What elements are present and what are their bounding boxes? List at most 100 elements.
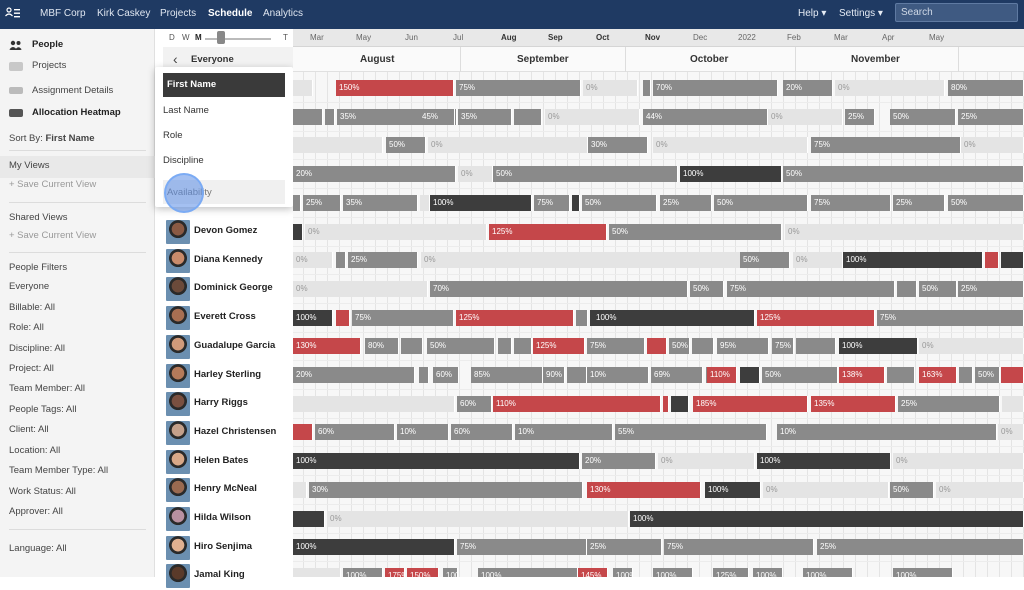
allocation-bar[interactable]: [985, 252, 999, 269]
allocation-bar[interactable]: [514, 108, 542, 125]
allocation-bar[interactable]: [336, 309, 350, 326]
allocation-bar[interactable]: 0%: [458, 166, 493, 183]
allocation-bar[interactable]: 50%: [975, 367, 1000, 383]
allocation-bar[interactable]: 75%: [352, 309, 454, 326]
allocation-bar[interactable]: 110%: [493, 395, 661, 412]
allocation-bar[interactable]: 10%: [777, 424, 997, 441]
allocation-bar[interactable]: [293, 481, 307, 498]
allocation-bar[interactable]: 50%: [493, 166, 678, 183]
person-name[interactable]: Hazel Christensen: [194, 425, 277, 437]
sidebar-item-people[interactable]: People: [32, 39, 64, 50]
allocation-bar[interactable]: 80%: [948, 80, 1024, 96]
save-current-view-link[interactable]: + Save Current View: [9, 179, 97, 190]
nav-mbf-corp[interactable]: MBF Corp: [40, 8, 86, 19]
allocation-bar[interactable]: 0%: [998, 424, 1024, 441]
allocation-bar[interactable]: [293, 223, 303, 240]
allocation-bar[interactable]: 100%: [293, 453, 580, 470]
allocation-bar[interactable]: 125%: [456, 309, 574, 326]
allocation-bar[interactable]: 80%: [365, 338, 399, 355]
allocation-bar[interactable]: 60%: [457, 395, 492, 412]
allocation-bar[interactable]: 75%: [664, 539, 814, 556]
allocation-bar[interactable]: [576, 309, 588, 326]
sidebar-item-projects[interactable]: Projects: [32, 60, 67, 71]
filter-location[interactable]: Location: All: [9, 445, 61, 456]
allocation-bar[interactable]: 100%: [293, 309, 333, 326]
allocation-bar[interactable]: [796, 338, 836, 355]
allocation-bar[interactable]: [647, 338, 667, 355]
person-name[interactable]: Harry Riggs: [194, 397, 248, 409]
allocation-bar[interactable]: [419, 367, 429, 383]
allocation-bar[interactable]: 0%: [293, 252, 333, 269]
person-row[interactable]: Jamal King: [163, 562, 293, 590]
allocation-bar[interactable]: 135%: [811, 395, 896, 412]
nav-projects[interactable]: Projects: [160, 8, 197, 19]
allocation-bar[interactable]: 20%: [293, 367, 415, 383]
person-row[interactable]: Hilda Wilson: [163, 505, 293, 533]
person-name[interactable]: Harley Sterling: [194, 368, 262, 380]
back-chevron-icon[interactable]: ‹: [173, 51, 178, 67]
allocation-bar[interactable]: [692, 338, 714, 355]
zoom-day[interactable]: D: [169, 33, 175, 42]
person-name[interactable]: Jamal King: [194, 569, 245, 581]
person-row[interactable]: Diana Kennedy: [163, 247, 293, 275]
person-name[interactable]: Henry McNeal: [194, 483, 257, 495]
allocation-bar[interactable]: 0%: [653, 137, 808, 154]
allocation-bar[interactable]: 50%: [919, 280, 957, 297]
allocation-bar[interactable]: [663, 395, 669, 412]
allocation-bar[interactable]: 0%: [793, 252, 843, 269]
allocation-bar[interactable]: [1002, 395, 1024, 412]
allocation-bar[interactable]: 55%: [615, 424, 767, 441]
allocation-bar[interactable]: 25%: [958, 280, 1024, 297]
allocation-bar[interactable]: 70%: [430, 280, 688, 297]
allocation-bar[interactable]: 100%: [478, 567, 578, 577]
save-shared-view-link[interactable]: + Save Current View: [9, 230, 97, 241]
allocation-bar[interactable]: [293, 80, 313, 96]
allocation-bar[interactable]: 0%: [893, 453, 1024, 470]
allocation-bar[interactable]: 25%: [898, 395, 1000, 412]
allocation-bar[interactable]: 100%: [839, 338, 918, 355]
allocation-bar[interactable]: 50%: [948, 194, 1024, 211]
allocation-bar[interactable]: 163%: [919, 367, 957, 383]
sort-option-discipline[interactable]: Discipline: [163, 155, 204, 166]
allocation-bar[interactable]: [293, 395, 455, 412]
filter-team-member-type[interactable]: Team Member Type: All: [9, 465, 109, 476]
sort-by-value[interactable]: First Name: [45, 133, 95, 144]
allocation-bar[interactable]: [336, 252, 346, 269]
allocation-bar[interactable]: 100%: [430, 194, 532, 211]
allocation-bar[interactable]: 50%: [427, 338, 495, 355]
allocation-bar[interactable]: 50%: [783, 166, 1024, 183]
people-logo-icon[interactable]: [5, 7, 21, 21]
allocation-bar[interactable]: 0%: [936, 481, 1024, 498]
allocation-bar[interactable]: 125%: [489, 223, 607, 240]
filter-everyone[interactable]: Everyone: [9, 281, 50, 292]
allocation-bar[interactable]: 75%: [457, 539, 587, 556]
person-name[interactable]: Helen Bates: [194, 454, 249, 466]
allocation-bar[interactable]: 0%: [919, 338, 1024, 355]
allocation-bar[interactable]: 20%: [783, 80, 833, 96]
allocation-bar[interactable]: 75%: [727, 280, 895, 297]
allocation-bar[interactable]: [293, 510, 325, 527]
allocation-bar[interactable]: [643, 80, 651, 96]
nav-analytics[interactable]: Analytics: [263, 8, 304, 19]
allocation-bar[interactable]: 70%: [653, 80, 778, 96]
person-row[interactable]: Harry Riggs: [163, 390, 293, 418]
filter-role[interactable]: Role: All: [9, 322, 44, 333]
zoom-month[interactable]: M: [195, 33, 202, 42]
allocation-bar[interactable]: 150%: [336, 80, 454, 96]
allocation-bar[interactable]: [293, 194, 301, 211]
allocation-bar[interactable]: [567, 367, 587, 383]
filter-approver[interactable]: Approver: All: [9, 506, 63, 517]
allocation-bar[interactable]: 100%: [803, 567, 853, 577]
zoom-week[interactable]: W: [182, 33, 190, 42]
allocation-bar[interactable]: 0%: [785, 223, 1024, 240]
allocation-bar[interactable]: 25%: [958, 108, 1024, 125]
allocation-bar[interactable]: [325, 108, 335, 125]
allocation-bar[interactable]: 130%: [293, 338, 361, 355]
allocation-bar[interactable]: 50%: [690, 280, 724, 297]
allocation-bar[interactable]: [401, 338, 423, 355]
allocation-bar[interactable]: [1001, 252, 1024, 269]
allocation-bar[interactable]: 25%: [845, 108, 875, 125]
allocation-bar[interactable]: 145%: [578, 567, 608, 577]
allocation-bar[interactable]: 75%: [587, 338, 645, 355]
person-name[interactable]: Guadalupe Garcia: [194, 339, 276, 351]
